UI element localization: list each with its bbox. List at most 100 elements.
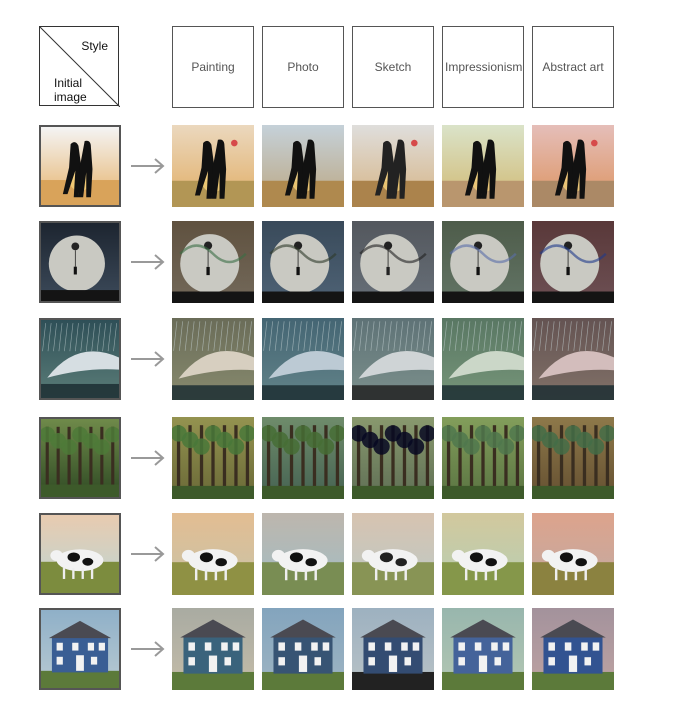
cow-spot [289,552,303,563]
styled-image-moon-balloons [442,221,524,303]
corner-initial-label: Initial image [54,76,87,104]
floating-figure [296,266,300,276]
rain-streak [320,321,325,351]
image-row [0,608,674,692]
initial-image [39,608,121,690]
styled-image [442,513,524,595]
figure-man [391,139,407,199]
door [298,655,308,672]
figure-man [211,139,227,199]
rain-streak [202,321,206,351]
cow-leg [224,568,227,581]
cow-leg [204,568,208,581]
umbrella-canopy [538,351,614,379]
rain-streak [404,321,409,351]
header-style-label: Sketch [374,59,412,74]
rain-streak [213,321,218,351]
heart-accent [591,139,598,147]
window [564,642,572,651]
tree-trunk [245,425,250,499]
window [384,642,392,651]
rain-streak [332,321,337,351]
rain-streak [102,323,107,352]
tree-trunk [515,425,520,499]
cow-head [181,549,195,562]
cow-spot [395,558,407,567]
styled-image-blue-house [352,608,434,690]
styled-image-couple-silhouette-sunset [262,125,344,207]
rain-streak [309,321,314,351]
rain-streak [353,321,358,351]
figure-woman [554,140,575,199]
window [368,642,375,651]
tree-trunk [176,425,181,499]
tree-trunk [379,425,384,499]
tree-foliage [373,438,390,455]
styled-image [442,318,524,400]
window [412,642,420,651]
moon [540,234,600,294]
window [72,642,79,651]
right-arrow-icon [131,254,165,270]
styled-image [172,608,254,690]
tree-trunk [89,426,93,497]
image-row [0,221,674,305]
rain-streak [556,321,561,351]
cow-leg [72,568,75,579]
rain-streak [297,321,302,351]
swirl-accent [449,244,517,264]
cow-spot [559,552,573,563]
cow-leg [294,568,298,581]
tree-foliage [239,425,254,442]
cow-body [278,549,328,573]
cow-spot [305,558,317,567]
styled-image [352,417,434,499]
tree-foliage [463,438,480,455]
right-arrow-icon [131,641,165,657]
tree-trunk [492,425,497,499]
rain-streak [567,321,572,351]
initial-image-couple-silhouette-sunset [41,127,119,205]
styled-image-couple-silhouette-sunset [442,125,524,207]
window [221,642,228,651]
floating-figure [73,266,77,275]
styled-image-couple-silhouette-sunset [172,125,254,207]
rain-streak [596,321,601,351]
styled-image-umbrella-in-rain [352,318,434,400]
styled-image-forest [442,417,524,499]
rain-streak [64,323,68,352]
door [478,655,488,672]
cow-head [541,549,555,562]
image-row [0,318,674,402]
corner-initial-line2: image [54,90,87,104]
rain-streak [91,323,96,352]
corner-header-cell: Style Initial image [39,26,120,107]
rain-streak [80,323,85,352]
styled-image-couple-silhouette-sunset [532,125,614,207]
window [278,642,285,651]
cow-leg [284,568,288,581]
tree-trunk [458,425,462,499]
header-style-label: Photo [287,59,319,74]
styled-image [532,221,614,303]
rain-streak [359,321,363,351]
roof [450,619,516,638]
window [458,642,465,651]
header-style-sketch: Sketch [352,26,434,108]
window [278,657,285,666]
roof [360,619,426,638]
rain-streak [326,321,331,351]
rain-streak [242,321,247,351]
swirl-accent [179,244,247,264]
figure-man [78,140,93,198]
cow-spot [215,558,227,567]
window [90,656,98,665]
window [548,657,555,666]
rain-streak [190,321,195,351]
moon [360,234,420,294]
window [592,642,600,651]
rain-streak [512,321,517,351]
tree-trunk [289,425,294,499]
styled-image [262,221,344,303]
rain-streak [533,321,538,351]
